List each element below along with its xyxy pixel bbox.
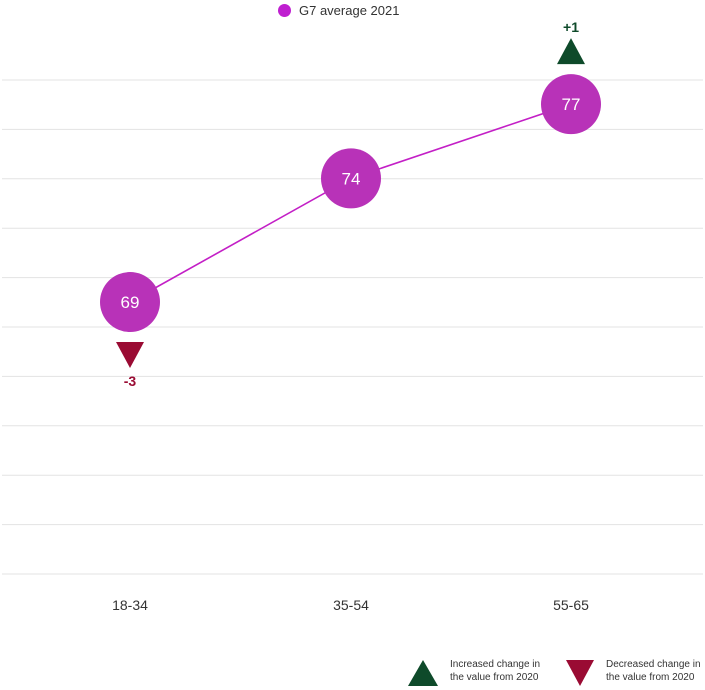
legend-top: G7 average 2021: [278, 0, 399, 20]
increase-triangle-icon: [408, 660, 438, 686]
data-point-marker: [100, 272, 160, 332]
change-label: -3: [124, 373, 137, 389]
legend-increase: Increased change in the value from 2020: [408, 658, 560, 686]
data-point-marker: [321, 148, 381, 209]
change-indicators: -3 +1: [116, 19, 585, 389]
data-point-marker: [541, 74, 601, 135]
legend-series-dot: [278, 3, 291, 17]
x-axis-ticks: 18-34 35-54 55-65: [112, 597, 589, 613]
legend-series-label: G7 average 2021: [299, 2, 400, 18]
x-tick-label: 35-54: [333, 597, 369, 613]
legend-decrease-line-1: Decreased change in: [606, 659, 701, 670]
x-tick-label: 55-65: [553, 597, 589, 613]
markers-group: 69 74 77: [100, 74, 601, 332]
decrease-triangle-icon: [116, 342, 144, 368]
legend-decrease: Decreased change in the value from 2020: [566, 658, 705, 686]
increase-triangle-icon: [557, 38, 585, 65]
data-point-label: 77: [562, 95, 581, 114]
legend-increase-line-1: Increased change in: [450, 659, 541, 670]
legend-increase-text: Increased change in the value from 2020: [450, 658, 560, 684]
legend-decrease-line-2: the value from 2020: [606, 672, 695, 683]
data-point-label: 74: [342, 169, 361, 188]
change-label: +1: [563, 19, 579, 35]
decrease-triangle-icon: [566, 660, 594, 686]
legend-increase-line-2: the value from 2020: [450, 672, 539, 683]
data-point-label: 69: [121, 293, 140, 312]
legend-decrease-text: Decreased change in the value from 2020: [606, 658, 705, 684]
x-tick-label: 18-34: [112, 597, 148, 613]
